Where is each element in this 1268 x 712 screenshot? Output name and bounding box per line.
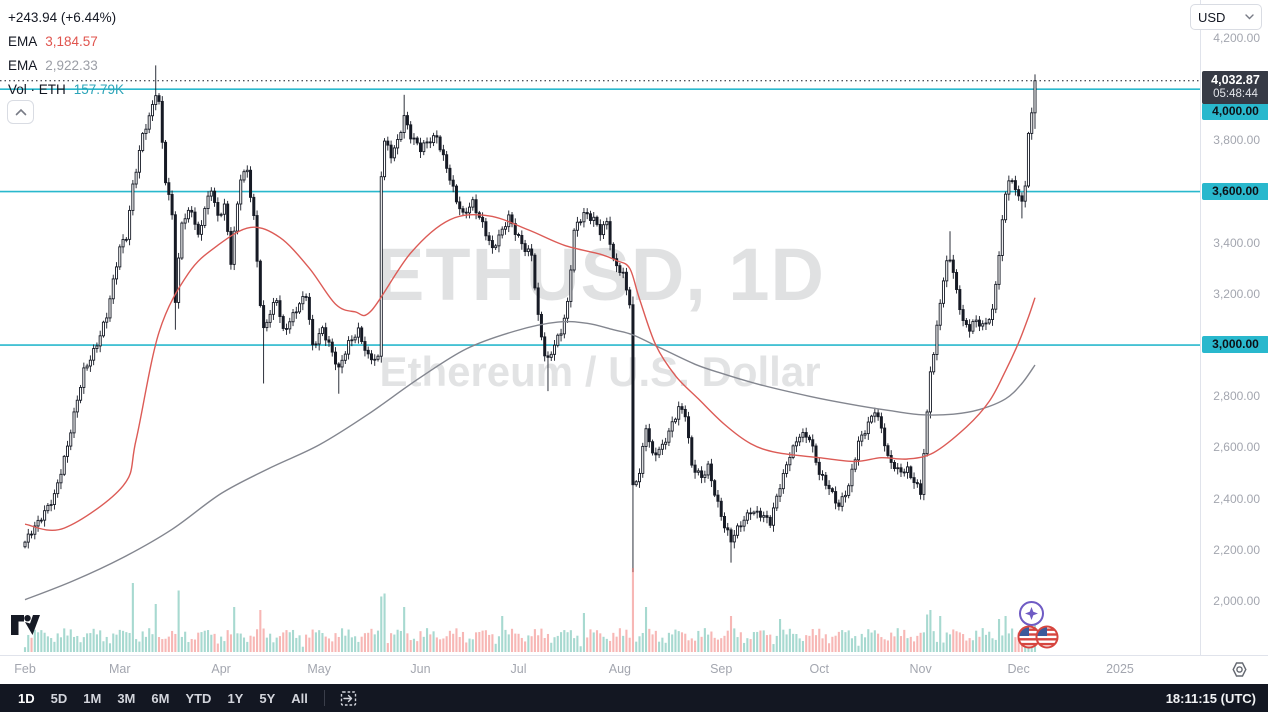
time-tick-label: Nov <box>909 662 932 676</box>
legend-collapse-button[interactable] <box>7 100 34 124</box>
ema-fast-label: EMA <box>8 34 38 49</box>
time-tick-label: Oct <box>809 662 829 676</box>
go-to-date-icon <box>340 690 357 706</box>
time-tick-label: May <box>307 662 331 676</box>
price-tick-label: 2,000.00 <box>1213 594 1260 608</box>
last-price-value: 4,032.87 <box>1211 72 1260 87</box>
bottom-toolbar: 1D 5D 1M 3M 6M YTD 1Y 5Y All 18:11:15 (UTC) <box>0 684 1268 712</box>
time-tick-label: 2025 <box>1106 662 1134 676</box>
ema-slow-label: EMA <box>8 58 38 73</box>
range-button-all[interactable]: All <box>283 689 316 708</box>
ema-fast-line <box>24 214 1036 531</box>
range-button-6m[interactable]: 6M <box>143 689 177 708</box>
range-button-ytd[interactable]: YTD <box>177 689 219 708</box>
price-level-badge: 3,000.00 <box>1202 336 1268 354</box>
price-tick-label: 4,200.00 <box>1213 31 1260 45</box>
range-button-1m[interactable]: 1M <box>75 689 109 708</box>
price-tick-label: 2,400.00 <box>1213 491 1260 506</box>
time-axis[interactable]: Feb Mar Apr May Jun Jul Aug Sep Oct Nov Dec 2025 <box>0 655 1268 685</box>
time-tick-label: Jul <box>510 662 527 676</box>
ema-fast-value: 3,184.57 <box>45 34 98 49</box>
price-tick-label: 3,800.00 <box>1213 133 1260 148</box>
volume-legend-row: Vol · ETH 157.79K <box>8 78 124 102</box>
range-button-1y[interactable]: 1Y <box>219 689 251 708</box>
price-tick-label: 3,400.00 <box>1213 235 1260 250</box>
toolbar-divider <box>323 690 325 706</box>
chevron-up-icon <box>15 108 26 116</box>
time-tick-label: Jun <box>410 662 431 676</box>
go-to-date-button[interactable] <box>333 687 364 710</box>
ema-slow-value: 2,922.33 <box>45 58 98 73</box>
time-tick-label: Sep <box>710 662 733 676</box>
last-price-badge: 4,032.87 05:48:44 <box>1202 70 1268 104</box>
session-clock: 18:11:15 (UTC) <box>1165 690 1256 706</box>
ema-slow-legend-row: EMA 2,922.33 <box>8 54 124 78</box>
ema-slow-line <box>24 320 1036 601</box>
currency-dropdown[interactable]: USD <box>1190 4 1262 30</box>
chart-pane[interactable]: ETHUSD, 1D Ethereum / U.S. Dollar +243.9… <box>0 0 1200 655</box>
gear-icon <box>1232 662 1247 677</box>
price-tick-label: 2,200.00 <box>1213 542 1260 557</box>
price-change-readout: +243.94 (+6.44%) <box>8 10 117 25</box>
ai-sparkle-event-icon[interactable] <box>1018 600 1045 632</box>
range-button-5y[interactable]: 5Y <box>251 689 283 708</box>
price-plot-canvas[interactable] <box>0 0 1200 655</box>
time-tick-label: Apr <box>211 662 231 676</box>
currency-dropdown-value: USD <box>1198 9 1226 25</box>
time-tick-label: Mar <box>109 662 131 676</box>
sparkle-icon <box>1019 601 1044 626</box>
price-tick-label: 3,200.00 <box>1213 286 1260 301</box>
bar-close-countdown: 05:48:44 <box>1213 87 1258 100</box>
time-tick-label: Dec <box>1007 662 1030 676</box>
tradingview-logo-icon <box>11 615 40 635</box>
volume-value: 157.79K <box>73 82 125 97</box>
us-flag-event-icon <box>1017 625 1059 649</box>
date-range-switcher: 1D 5D 1M 3M 6M YTD 1Y 5Y All <box>10 689 316 708</box>
ema-fast-legend-row: EMA 3,184.57 <box>8 30 124 54</box>
price-axis[interactable]: 4,200.00 3,800.00 3,400.00 3,200.00 2,800.00… <box>1200 0 1268 655</box>
chevron-down-icon <box>1245 14 1254 20</box>
us-economic-event-icons[interactable] <box>1016 624 1062 655</box>
range-button-5d[interactable]: 5D <box>43 689 76 708</box>
indicator-legend: +243.94 (+6.44%) EMA 3,184.57 EMA 2,922.33… <box>8 6 124 102</box>
time-tick-label: Feb <box>14 662 36 676</box>
tradingview-logo[interactable] <box>10 614 42 636</box>
axis-settings-gear-icon[interactable] <box>1231 661 1248 678</box>
price-tick-label: 2,600.00 <box>1213 440 1260 455</box>
range-button-3m[interactable]: 3M <box>109 689 143 708</box>
price-level-badge: 4,000.00 <box>1202 102 1268 120</box>
time-tick-label: Aug <box>608 662 631 676</box>
range-button-1d[interactable]: 1D <box>10 689 43 708</box>
volume-label: Vol · ETH <box>8 82 66 97</box>
price-level-badge: 3,600.00 <box>1202 182 1268 200</box>
price-tick-label: 2,800.00 <box>1213 389 1260 404</box>
